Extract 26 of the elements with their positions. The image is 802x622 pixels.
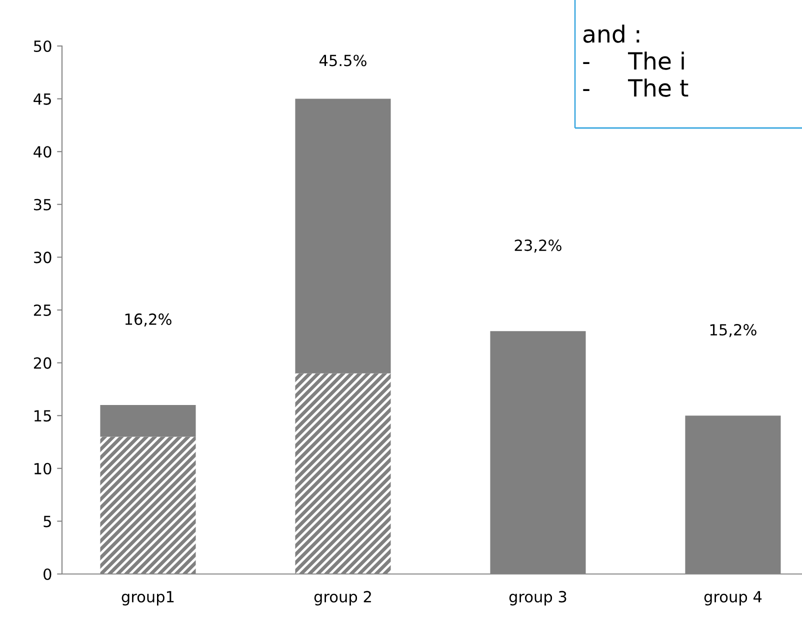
y-tick-label: 10 — [34, 462, 52, 474]
annotation: 16,2% — [125, 313, 172, 327]
annotation: 15,2% — [710, 324, 756, 338]
text: and : — [583, 24, 640, 43]
y-tick-label: 5 — [44, 516, 51, 528]
annotation: 23,2% — [514, 240, 562, 253]
y-tick-label: 50 — [34, 40, 52, 52]
y-tick-label: 0 — [44, 568, 52, 580]
bar — [100, 405, 196, 437]
bar — [295, 98, 391, 374]
y-tick-label: 20 — [34, 357, 52, 369]
y-tick-label: 30 — [34, 252, 52, 264]
bar — [100, 436, 196, 574]
y-tick-label: 45 — [34, 93, 51, 105]
annotation: 45.5% — [319, 54, 366, 66]
y-tick-label: 35 — [34, 198, 51, 210]
bar — [295, 373, 391, 574]
x-tick-label: group 3 — [509, 590, 566, 606]
y-tick-label: 40 — [34, 146, 52, 158]
x-tick-label: group1 — [122, 591, 174, 606]
y-tick-label: 15 — [34, 410, 51, 422]
x-tick-label: group 4 — [704, 591, 762, 606]
annotation: - The t — [583, 78, 688, 97]
annotation: - The i — [583, 52, 684, 70]
x-tick-label: group 2 — [314, 590, 371, 606]
y-tick-label: 25 — [34, 304, 51, 316]
